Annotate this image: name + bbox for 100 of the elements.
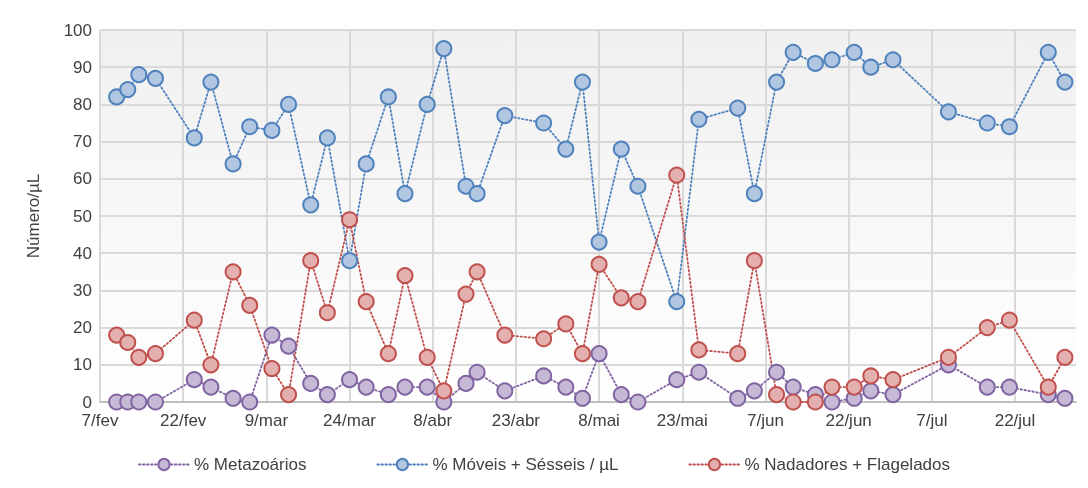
point — [341, 252, 359, 270]
x-tick-label: 23/mai — [656, 411, 708, 430]
point — [768, 73, 786, 91]
point — [978, 319, 996, 337]
point — [379, 345, 397, 363]
point — [668, 371, 686, 389]
point — [784, 393, 802, 411]
legend-label: % Móveis + Sésseis / µL — [432, 455, 619, 474]
point — [806, 54, 824, 72]
point — [629, 293, 647, 311]
x-tick-label: 8/abr — [413, 411, 453, 430]
x-tick-label: 22/jul — [994, 411, 1036, 430]
point — [379, 386, 397, 404]
point — [668, 166, 686, 184]
point — [978, 114, 996, 132]
point — [823, 378, 841, 396]
point — [357, 155, 375, 173]
point — [535, 114, 553, 132]
point — [241, 118, 259, 136]
point — [845, 43, 863, 61]
point — [729, 99, 747, 117]
point — [396, 378, 414, 396]
y-tick-label: 50 — [73, 206, 92, 226]
point — [745, 185, 763, 203]
point — [768, 386, 786, 404]
point — [729, 345, 747, 363]
point — [224, 155, 242, 173]
point — [535, 330, 553, 348]
point — [496, 326, 514, 344]
point — [1000, 378, 1018, 396]
point — [435, 40, 453, 58]
point — [396, 267, 414, 285]
point — [1039, 378, 1057, 396]
y-tick-label: 90 — [73, 57, 92, 77]
point — [939, 348, 957, 366]
point — [457, 374, 475, 392]
x-tick-label: 22/fev — [160, 411, 207, 430]
x-tick-label: 22/jun — [825, 411, 872, 430]
point — [379, 88, 397, 106]
point — [263, 121, 281, 139]
point — [612, 289, 630, 307]
point — [224, 263, 242, 281]
point — [302, 374, 320, 392]
point — [745, 382, 763, 400]
point — [280, 337, 298, 355]
point — [845, 378, 863, 396]
point — [418, 348, 436, 366]
point — [241, 393, 259, 411]
point — [318, 129, 336, 147]
y-tick-label: 20 — [73, 318, 92, 338]
point — [573, 345, 591, 363]
point — [884, 386, 902, 404]
point — [241, 296, 259, 314]
point — [939, 103, 957, 121]
point — [468, 263, 486, 281]
point — [1056, 348, 1074, 366]
y-tick-label: 80 — [73, 94, 92, 114]
point — [1056, 73, 1074, 91]
point — [978, 378, 996, 396]
point — [784, 378, 802, 396]
point — [357, 378, 375, 396]
point — [1000, 311, 1018, 329]
point — [280, 386, 298, 404]
point — [629, 177, 647, 195]
x-tick-label: 23/abr — [491, 411, 541, 430]
point — [357, 293, 375, 311]
point — [1000, 118, 1018, 136]
y-tick-label: 40 — [73, 243, 92, 263]
point — [535, 367, 553, 385]
point — [1039, 43, 1057, 61]
point — [318, 386, 336, 404]
point — [784, 43, 802, 61]
point — [668, 293, 686, 311]
point — [573, 389, 591, 407]
x-tick-label: 8/mai — [578, 411, 620, 430]
point — [823, 393, 841, 411]
x-tick-label: 9/mar — [244, 411, 289, 430]
point — [224, 389, 242, 407]
point — [418, 378, 436, 396]
point — [468, 185, 486, 203]
point — [573, 73, 591, 91]
y-tick-label: 60 — [73, 169, 92, 189]
point — [862, 58, 880, 76]
point — [557, 140, 575, 158]
point — [745, 252, 763, 270]
y-tick-label: 0 — [82, 392, 92, 412]
point — [1056, 389, 1074, 407]
point — [690, 110, 708, 128]
y-axis-title: Número/µL — [24, 173, 43, 259]
point — [280, 95, 298, 113]
point — [612, 386, 630, 404]
point — [318, 304, 336, 322]
point — [729, 389, 747, 407]
point — [496, 382, 514, 400]
point — [690, 363, 708, 381]
point — [263, 326, 281, 344]
point — [612, 140, 630, 158]
x-tick-label: 7/jun — [747, 411, 784, 430]
point — [768, 363, 786, 381]
point — [457, 285, 475, 303]
